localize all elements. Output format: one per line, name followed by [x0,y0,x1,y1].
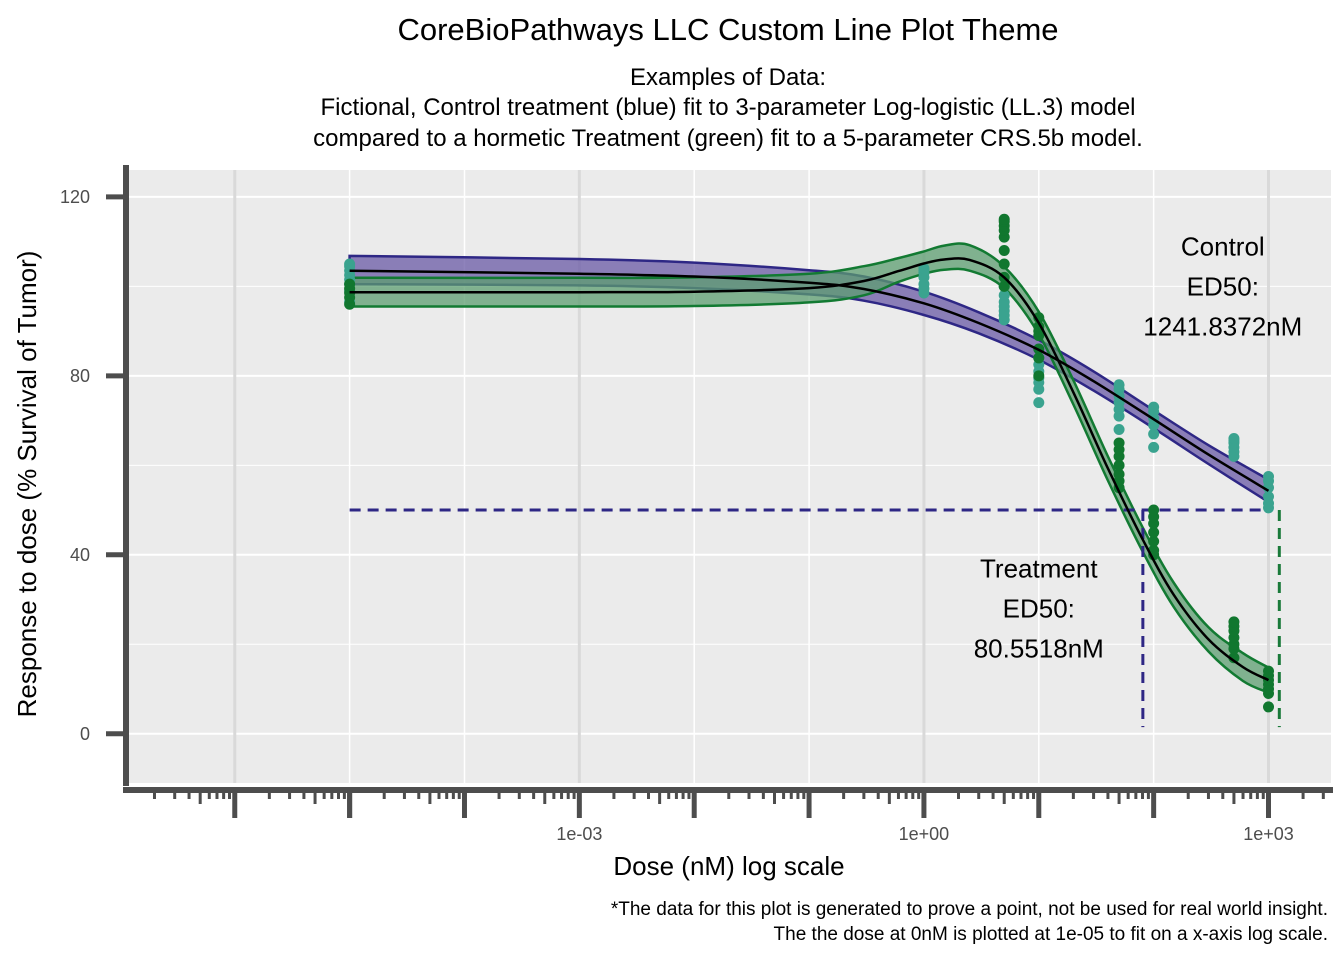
x-tick-label: 1e+00 [899,824,950,844]
control-data-point [1263,491,1275,503]
control-data-point [1148,428,1160,440]
chart-subtitle-line-3: compared to a hormetic Treatment (green)… [313,125,1143,152]
tick-labels: 1e-03 1e+00 1e+03 0 40 80 120 [60,187,1294,844]
treatment-data-point [344,278,356,290]
control-data-point [344,258,356,270]
control-fit-line [349,269,1270,492]
treatment-data-point [1033,352,1045,364]
treatment-data-point [1113,459,1125,471]
annotations: Control ED50: 1241.8372nM Treatment ED50: 80.… [974,231,1303,663]
caption-line-2: The the dose at 0nM is plotted at 1e-05 … [774,924,1328,945]
control-data-point [1228,432,1240,444]
treatment-data-point [1113,437,1125,449]
treatment-fit-line [349,257,1270,682]
treatment-data-point [1113,468,1125,480]
ed50-reference-lines [349,508,1281,728]
treatment-data-point [1263,665,1275,677]
treatment-ed50-annotation: Treatment ED50: 80.5518nM [974,553,1104,663]
x-tick-label: 1e+03 [1243,824,1294,844]
y-tick-label: 120 [60,187,90,207]
caption-line-1: *The data for this plot is generated to … [611,899,1328,920]
control-data-point [918,262,930,274]
treatment-data-point [1228,616,1240,628]
treatment-data-point [1263,701,1275,713]
chart-title: CoreBioPathways LLC Custom Line Plot The… [397,12,1058,47]
treatment-data-point [1033,370,1045,382]
x-axis-label: Dose (nM) log scale [613,851,844,881]
chart-subtitle-line-2: Fictional, Control treatment (blue) fit … [320,94,1135,121]
y-tick-label: 80 [70,366,90,386]
treatment-data-point [1228,652,1240,664]
annotation-line: 1241.8372nM [1143,311,1302,341]
treatment-data-point [998,213,1010,225]
control-data-point [1263,471,1275,482]
control-data-point [998,289,1010,301]
annotation-line: Control [1181,231,1265,261]
control-data-point [1113,379,1125,391]
control-ed50-annotation: Control ED50: 1241.8372nM [1143,231,1302,341]
fit-lines [349,257,1270,682]
control-data-point [1033,397,1045,409]
annotation-line: 80.5518nM [974,633,1104,663]
control-data-point [1148,401,1160,413]
chart-subtitle-line-1: Examples of Data: [630,64,826,91]
treatment-data-point [1148,535,1160,547]
annotation-line: ED50: [1187,271,1259,301]
treatment-data-point [998,280,1010,292]
x-tick-label: 1e-03 [556,824,602,844]
annotation-line: ED50: [1003,593,1075,623]
annotation-line: Treatment [980,553,1098,583]
treatment-data-point [1148,526,1160,538]
treatment-data-point [998,258,1010,270]
axes [106,165,1333,818]
y-tick-label: 0 [80,724,90,744]
y-axis-label: Response to dose (% Survival of Tumor) [12,251,42,718]
y-tick-label: 40 [70,545,90,565]
control-data-point [1113,424,1125,436]
control-data-point [1148,441,1160,453]
treatment-data-point [1148,504,1160,516]
treatment-data-point [998,245,1010,257]
plot-panel [129,170,1331,783]
